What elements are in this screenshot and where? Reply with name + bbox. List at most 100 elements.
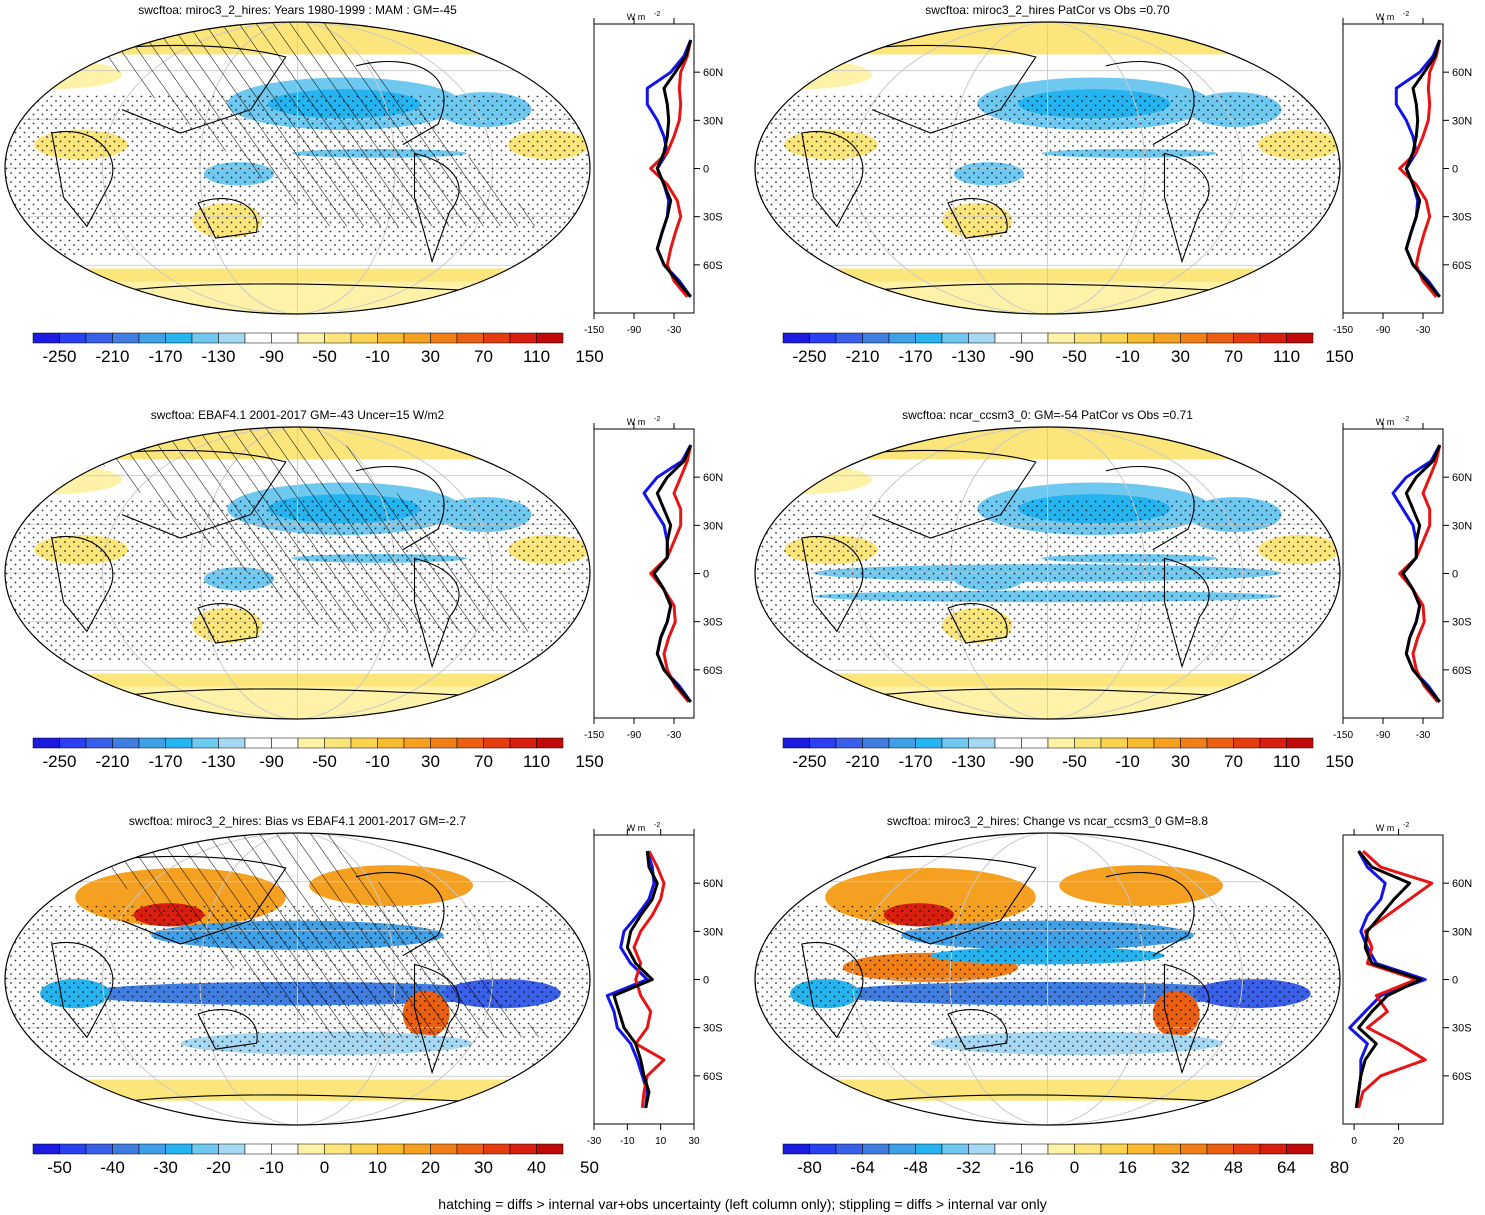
- coastline-australia: [197, 198, 258, 239]
- colorbar-label: -210: [845, 752, 879, 771]
- profile-x-label: -30: [1416, 325, 1431, 336]
- colorbar-swatch: [809, 332, 837, 344]
- coastline-south-america: [413, 152, 460, 264]
- profile-lat-label: 0: [703, 569, 709, 581]
- colorbar-swatch: [941, 1143, 969, 1155]
- panel-title: swcftoa: miroc3_2_hires PatCor vs Obs =0…: [925, 3, 1170, 17]
- profile-x-label: -150: [584, 730, 604, 741]
- zonal-profile: -150 -90 -30 W m -2 60N 30N 0 30S 60S: [584, 11, 723, 336]
- colorbar-swatch: [324, 332, 352, 344]
- colorbar: -250 -210 -170 -130 -90 -50 -10 30 70 110 150: [32, 737, 604, 771]
- colorbar-swatch: [456, 1143, 484, 1155]
- colorbar-swatch: [888, 332, 916, 344]
- stippling-overlay: [755, 500, 1340, 661]
- colorbar-label: 0: [320, 1158, 329, 1177]
- colorbar-swatch: [377, 1143, 405, 1155]
- colorbar-label: 20: [421, 1158, 440, 1177]
- colorbar-swatch: [1286, 1143, 1314, 1155]
- colorbar-swatch: [1286, 737, 1314, 749]
- coastline-africa: [51, 130, 114, 228]
- coastline-australia: [197, 603, 258, 644]
- profile-lat-label: 60S: [1452, 665, 1472, 677]
- colorbar-label: -130: [201, 752, 235, 771]
- colorbar-swatch: [377, 332, 405, 344]
- profile-line-red: [649, 444, 693, 703]
- profile-lat-label: 0: [1452, 975, 1458, 987]
- profile-lat-label: 30S: [1452, 617, 1472, 629]
- coastline-africa: [51, 535, 114, 633]
- map-field: [5, 833, 590, 1125]
- colorbar-swatch: [271, 332, 299, 344]
- colorbar-swatch: [1047, 332, 1075, 344]
- coastline-australia: [947, 603, 1008, 644]
- panel-title: swcftoa: ncar_ccsm3_0: GM=-54 PatCor vs …: [902, 408, 1193, 422]
- colorbar-swatch: [32, 1143, 60, 1155]
- colorbar-label: 70: [1224, 752, 1243, 771]
- colorbar-swatch: [782, 1143, 810, 1155]
- profile-x-label: -150: [1333, 325, 1353, 336]
- colorbar-label: 0: [1070, 1158, 1079, 1177]
- map-outline: [4, 21, 591, 315]
- coastline-australia: [947, 198, 1008, 239]
- map-panel: [4, 426, 591, 720]
- colorbar-swatch: [509, 1143, 537, 1155]
- profile-lat-label: 60N: [1452, 472, 1472, 484]
- colorbar-swatch: [165, 737, 193, 749]
- colorbar-swatch: [218, 737, 246, 749]
- profile-x-label: -90: [627, 730, 642, 741]
- colorbar-label: -50: [1062, 347, 1087, 366]
- coastline-south-america: [1163, 152, 1210, 264]
- map-field: [755, 833, 1340, 1125]
- colorbar: -250 -210 -170 -130 -90 -50 -10 30 70 110 150: [32, 332, 604, 366]
- colorbar-label: 30: [421, 347, 440, 366]
- profile-lat-label: 0: [703, 164, 709, 176]
- colorbar-swatch: [1074, 1143, 1102, 1155]
- profile-x-label: -90: [627, 325, 642, 336]
- profile-lat-label: 60S: [1452, 260, 1472, 272]
- colorbar-swatch: [1021, 737, 1049, 749]
- profile-x-label: -90: [1376, 325, 1391, 336]
- profile-unit: W m: [1376, 12, 1395, 22]
- zonal-profile: -30 -10 10 30 W m -2 60N 30N 0 30S 60S: [587, 822, 723, 1147]
- panel-title: swcftoa: miroc3_2_hires: Change vs ncar_…: [886, 814, 1209, 828]
- profile-lat-label: 30S: [1452, 1023, 1472, 1035]
- colorbar-label: -10: [365, 347, 390, 366]
- colorbar-label: -210: [845, 347, 879, 366]
- panel-title: swcftoa: EBAF4.1 2001-2017 GM=-43 Uncer=…: [150, 408, 445, 422]
- profile-unit-exponent: -2: [654, 416, 660, 423]
- colorbar-swatch: [456, 332, 484, 344]
- coastline-africa: [801, 535, 864, 633]
- map-outline: [4, 832, 591, 1126]
- colorbar-swatch: [509, 332, 537, 344]
- colorbar-swatch: [862, 1143, 890, 1155]
- colorbar-swatch: [456, 737, 484, 749]
- profile-unit-exponent: -2: [1403, 822, 1409, 829]
- colorbar-swatch: [941, 332, 969, 344]
- map-outline: [4, 426, 591, 720]
- colorbar-label: 110: [1273, 347, 1300, 366]
- colorbar-swatch: [350, 737, 378, 749]
- coastline-africa: [801, 941, 864, 1039]
- colorbar-label: -130: [201, 347, 235, 366]
- colorbar-swatch: [1100, 1143, 1128, 1155]
- colorbar-label: -250: [792, 752, 826, 771]
- coastline-north-america: [355, 61, 445, 146]
- colorbar-swatch: [138, 737, 166, 749]
- map-panel: [754, 21, 1341, 315]
- colorbar-swatch: [1180, 737, 1208, 749]
- coastline-north-america: [355, 872, 445, 957]
- colorbar-swatch: [377, 737, 405, 749]
- colorbar-label: -250: [42, 347, 76, 366]
- profile-x-label: -30: [667, 730, 682, 741]
- colorbar-label: 30: [1171, 347, 1190, 366]
- profile-unit-exponent: -2: [1403, 416, 1409, 423]
- profile-lat-label: 60N: [703, 878, 723, 890]
- map-outline: [754, 21, 1341, 315]
- colorbar-label: -210: [95, 752, 129, 771]
- colorbar-swatch: [403, 332, 431, 344]
- colorbar-label: 150: [575, 347, 603, 366]
- coastline-africa: [801, 130, 864, 228]
- colorbar-label: -16: [1009, 1158, 1034, 1177]
- colorbar-label: 70: [474, 347, 493, 366]
